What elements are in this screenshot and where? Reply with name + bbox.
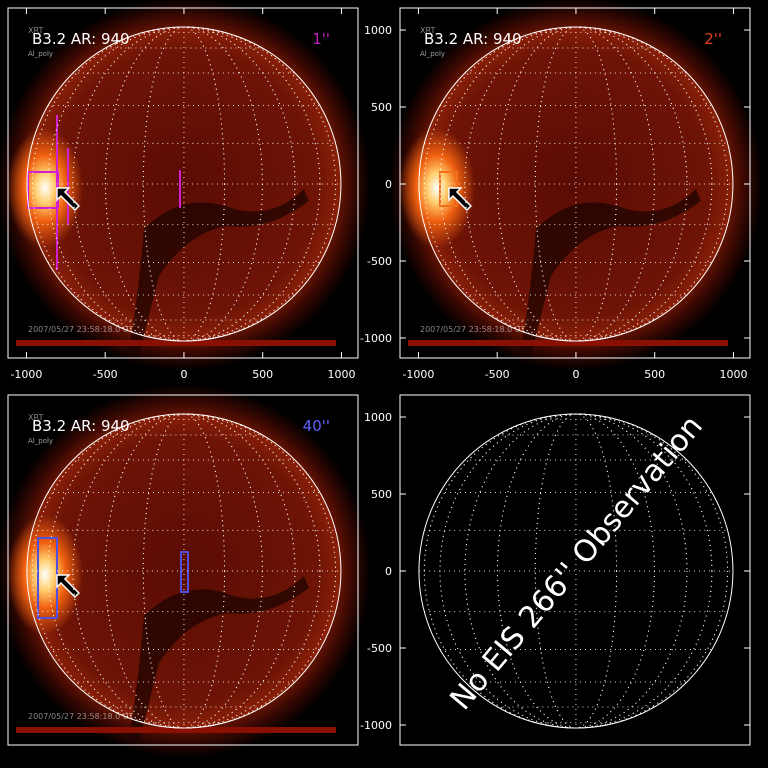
panel: 2007/05/27 23:58:18.0 UT XRT Al_poly B3.2 A… — [0, 384, 371, 758]
y-tick-label: 500 — [371, 488, 392, 501]
plot-frame — [399, 394, 751, 746]
y-tick-label: 500 — [371, 101, 392, 114]
y-tick-label: 0 — [385, 178, 392, 191]
grid-meridian — [142, 26, 226, 342]
instrument: XRT — [28, 26, 43, 35]
y-tick-label: 0 — [385, 565, 392, 578]
y-tick-label: -1000 — [360, 719, 392, 732]
filter: Al_poly — [28, 50, 53, 58]
panel-title: B3.2 AR: 940 — [424, 30, 522, 48]
panel: 2007/05/27 23:58:18.0 UT XRT Al_poly B3.2 A… — [0, 0, 371, 381]
exposure-bar — [16, 727, 336, 733]
exposure-bar — [16, 340, 336, 346]
timestamp: 2007/05/27 23:58:18.0 UT — [28, 325, 134, 334]
pointer-arrow — [448, 187, 473, 212]
x-tick-label: 1000 — [719, 368, 747, 381]
instrument: XRT — [28, 413, 43, 422]
panel: 2007/05/27 23:58:18.0 UT XRT Al_poly B3.2 A… — [360, 0, 763, 381]
coronal-hole — [128, 189, 309, 357]
resolution: 40'' — [303, 417, 330, 435]
y-tick-label: -1000 — [360, 332, 392, 345]
filter: Al_poly — [28, 437, 53, 445]
limb — [418, 26, 734, 342]
x-tick-label: 500 — [644, 368, 665, 381]
x-tick-label: -1000 — [10, 368, 42, 381]
grid-meridian — [534, 413, 618, 729]
plot-frame — [7, 7, 359, 359]
x-tick-label: -500 — [93, 368, 118, 381]
pointer-arrow — [56, 574, 81, 599]
pointer-arrow — [56, 187, 81, 212]
solar-disk — [418, 27, 733, 342]
filter: Al_poly — [420, 50, 445, 58]
x-tick-label: 500 — [252, 368, 273, 381]
y-tick-label: -500 — [367, 642, 392, 655]
instrument: XRT — [420, 26, 435, 35]
active-region — [6, 515, 83, 636]
solar-disk — [26, 414, 341, 729]
resolution: 2'' — [704, 30, 722, 48]
x-tick-label: 0 — [572, 368, 579, 381]
timestamp: 2007/05/27 23:58:18.0 UT — [28, 712, 134, 721]
exposure-bar — [408, 340, 728, 346]
active-region — [398, 128, 475, 249]
limb — [418, 413, 734, 729]
solar-disk — [26, 27, 341, 342]
timestamp: 2007/05/27 23:58:18.0 UT — [420, 325, 526, 334]
limb — [26, 26, 342, 342]
plot-frame — [399, 7, 751, 359]
y-tick-label: 1000 — [364, 411, 392, 424]
grid-meridian — [142, 413, 226, 729]
x-tick-label: -500 — [485, 368, 510, 381]
panel-title: B3.2 AR: 940 — [32, 30, 130, 48]
limb — [26, 413, 342, 729]
grid-meridian — [423, 26, 729, 342]
y-tick-label: -500 — [367, 255, 392, 268]
y-tick-label: 1000 — [364, 24, 392, 37]
grid-meridian — [31, 26, 337, 342]
coronal-hole — [128, 576, 309, 744]
slit-box — [180, 551, 189, 593]
x-tick-label: -1000 — [402, 368, 434, 381]
grid-meridian — [534, 26, 618, 342]
active-region — [6, 128, 83, 249]
coronal-hole — [520, 189, 701, 357]
resolution: 1'' — [312, 30, 330, 48]
plot-frame — [7, 394, 359, 746]
x-tick-label: 0 — [180, 368, 187, 381]
panel-title: B3.2 AR: 940 — [32, 417, 130, 435]
x-tick-label: 1000 — [327, 368, 355, 381]
